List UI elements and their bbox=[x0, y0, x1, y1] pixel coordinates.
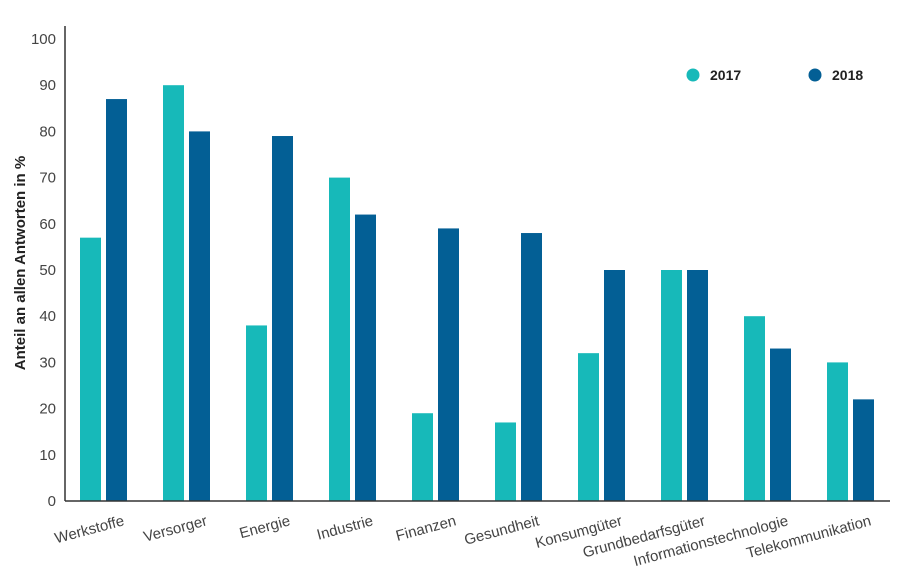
bar-2017-finanzen bbox=[412, 413, 433, 501]
legend-marker-2017 bbox=[686, 68, 700, 82]
y-tick-label: 20 bbox=[39, 401, 56, 418]
y-tick-label: 10 bbox=[39, 447, 56, 464]
y-tick-label: 40 bbox=[39, 308, 56, 325]
x-axis-category-labels: Werkstoffe Versorger Energie Industrie Finan… bbox=[53, 512, 873, 570]
legend: 2017 2018 bbox=[686, 67, 863, 83]
bar-2017-industrie bbox=[329, 177, 350, 501]
bar-2017-telekommunikation bbox=[827, 362, 848, 501]
y-tick-label: 100 bbox=[31, 31, 56, 48]
x-category-label: Finanzen bbox=[394, 512, 458, 544]
y-tick-label: 0 bbox=[48, 493, 56, 510]
x-category-label: Energie bbox=[238, 512, 292, 542]
bar-2017-gesundheit bbox=[495, 422, 516, 501]
bar-2018-industrie bbox=[355, 214, 376, 501]
legend-label-2018: 2018 bbox=[832, 67, 863, 83]
x-category-label: Gesundheit bbox=[463, 512, 542, 548]
bar-2018-grundbedarfsgüter bbox=[687, 270, 708, 501]
x-category-label: Werkstoffe bbox=[53, 512, 126, 547]
bar-2017-energie bbox=[246, 325, 267, 501]
legend-marker-2018 bbox=[808, 68, 822, 82]
y-tick-label: 30 bbox=[39, 354, 56, 371]
x-category-label: Versorger bbox=[142, 512, 209, 545]
y-tick-label: 80 bbox=[39, 123, 56, 140]
bar-2017-versorger bbox=[163, 85, 184, 501]
y-tick-label: 50 bbox=[39, 262, 56, 279]
bar-2017-konsumgüter bbox=[578, 353, 599, 501]
bar-2018-werkstoffe bbox=[106, 99, 127, 501]
bar-2018-versorger bbox=[189, 131, 210, 501]
y-axis-ticks: 0 10 20 30 40 50 60 70 80 90 100 bbox=[31, 31, 56, 510]
bar-2018-energie bbox=[272, 136, 293, 501]
y-tick-label: 60 bbox=[39, 216, 56, 233]
bar-2018-finanzen bbox=[438, 228, 459, 502]
y-tick-label: 90 bbox=[39, 77, 56, 94]
legend-label-2017: 2017 bbox=[710, 67, 741, 83]
y-axis-title: Anteil an allen Antworten in % bbox=[12, 156, 29, 370]
y-tick-label: 70 bbox=[39, 170, 56, 187]
x-category-label: Industrie bbox=[315, 512, 375, 543]
bars bbox=[80, 85, 874, 502]
bar-2017-informationstechnologie bbox=[744, 316, 765, 501]
bar-2017-grundbedarfsgüter bbox=[661, 270, 682, 501]
bar-2018-informationstechnologie bbox=[770, 348, 791, 501]
bar-2017-werkstoffe bbox=[80, 237, 101, 501]
bar-2018-gesundheit bbox=[521, 233, 542, 502]
bar-2018-telekommunikation bbox=[853, 399, 874, 501]
bar-2018-konsumgüter bbox=[604, 270, 625, 501]
